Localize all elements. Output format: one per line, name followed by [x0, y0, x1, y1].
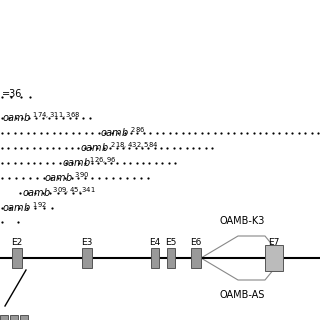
Text: oamb $^{174, 311, 368}$: oamb $^{174, 311, 368}$: [2, 110, 80, 124]
Bar: [167, 248, 175, 268]
Bar: [191, 248, 201, 268]
Bar: [10, 315, 18, 320]
Bar: [20, 315, 28, 320]
Bar: [12, 248, 22, 268]
Text: E5: E5: [165, 238, 177, 247]
Bar: [0, 315, 8, 320]
Text: E3: E3: [81, 238, 93, 247]
Text: oamb $^{309, 45, 341}$: oamb $^{309, 45, 341}$: [22, 185, 96, 199]
Text: E6: E6: [190, 238, 202, 247]
Text: =36: =36: [2, 89, 22, 99]
Text: oamb $^{286}$: oamb $^{286}$: [100, 125, 145, 139]
Text: E2: E2: [12, 238, 23, 247]
Bar: [151, 248, 159, 268]
Text: OAMB-K3: OAMB-K3: [219, 216, 265, 226]
Text: E4: E4: [149, 238, 161, 247]
Text: oamb$^{126, 96}$: oamb$^{126, 96}$: [62, 155, 116, 169]
Text: oamb $^{390}$: oamb $^{390}$: [44, 170, 89, 184]
Bar: [82, 248, 92, 268]
Text: E7: E7: [268, 238, 280, 247]
Text: oamb $^{218, 432, 584}$: oamb $^{218, 432, 584}$: [80, 140, 158, 154]
Text: OAMB-AS: OAMB-AS: [219, 290, 265, 300]
Bar: [265, 245, 283, 271]
Text: oamb $^{192}$: oamb $^{192}$: [2, 200, 47, 214]
